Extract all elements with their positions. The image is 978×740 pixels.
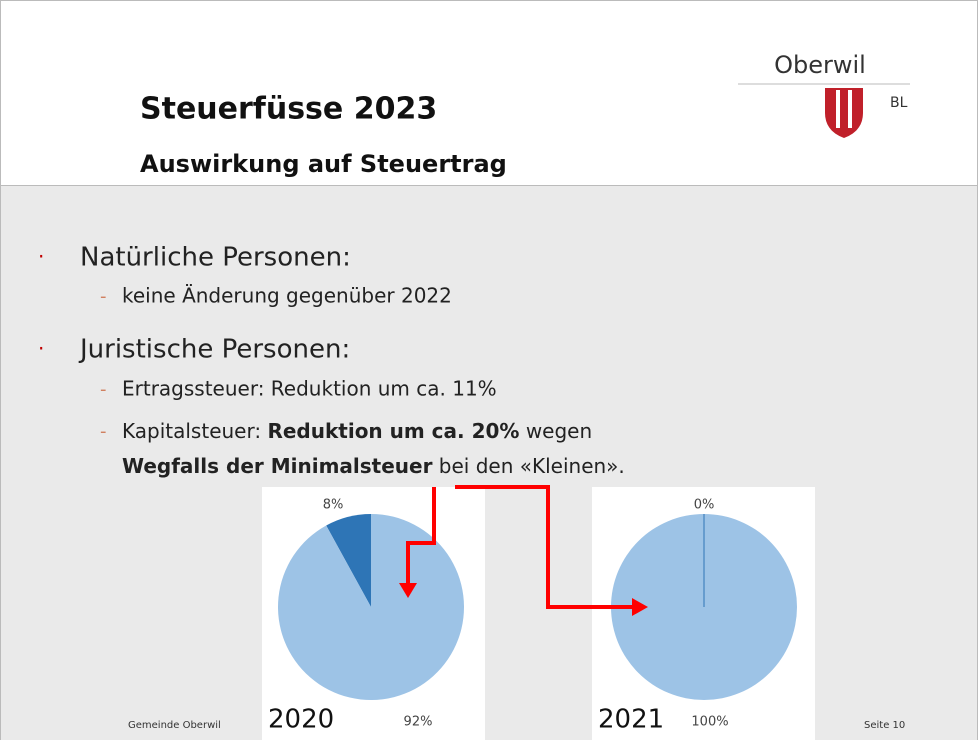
dash: - (100, 421, 107, 442)
sub-bullet: Kapitalsteuer: Reduktion um ca. 20% wege… (122, 419, 592, 443)
value-label: 100% (691, 715, 728, 730)
sub-bullet: Wegfalls der Minimalsteuer bei den «Klei… (122, 454, 625, 478)
dash: - (100, 379, 107, 400)
logo-bars (836, 90, 852, 128)
bullet: Juristische Personen: (78, 335, 350, 365)
value-label: 8% (323, 498, 344, 513)
chart-title: 2021 (598, 705, 664, 735)
pie-slice (326, 514, 371, 607)
footer-right: Seite 10 (864, 720, 905, 731)
dash: - (100, 286, 107, 307)
logo-name: Oberwil (774, 51, 866, 79)
text-run: bei den «Kleinen». (432, 454, 624, 478)
arrow (406, 487, 436, 588)
arrow (455, 485, 636, 609)
bullet-dot: · (38, 337, 44, 361)
sub-bullet: keine Änderung gegenüber 2022 (122, 284, 452, 308)
bullet: Natürliche Personen: (80, 243, 351, 273)
title: Steuerfüsse 2023 (140, 92, 437, 127)
logo-region: BL (890, 95, 908, 111)
arrow-head (399, 583, 417, 598)
charts: 8% 92% 2020 0% 100% 2021 (262, 487, 815, 740)
arrow-head (632, 598, 648, 616)
bullet-list: · Natürliche Personen: - keine Änderung … (38, 243, 625, 478)
logo-shield (825, 88, 863, 138)
subtitle: Auswirkung auf Steuertrag (140, 150, 507, 178)
text-run: wegen (519, 419, 592, 443)
header-band (0, 0, 978, 186)
sub-bullet: Ertragssteuer: Reduktion um ca. 11% (122, 377, 497, 401)
text-run: Kapitalsteuer: (122, 419, 267, 443)
chart-title: 2020 (268, 705, 334, 735)
value-label: 92% (404, 715, 433, 730)
bullet-dot: · (38, 245, 44, 269)
text-run-bold: Reduktion um ca. 20% (267, 419, 519, 443)
value-label: 0% (694, 498, 715, 513)
logo: Oberwil BL (738, 51, 910, 138)
pie-slice (278, 514, 464, 700)
text-run-bold: Wegfalls der Minimalsteuer (122, 454, 433, 478)
footer-left: Gemeinde Oberwil (128, 720, 221, 731)
